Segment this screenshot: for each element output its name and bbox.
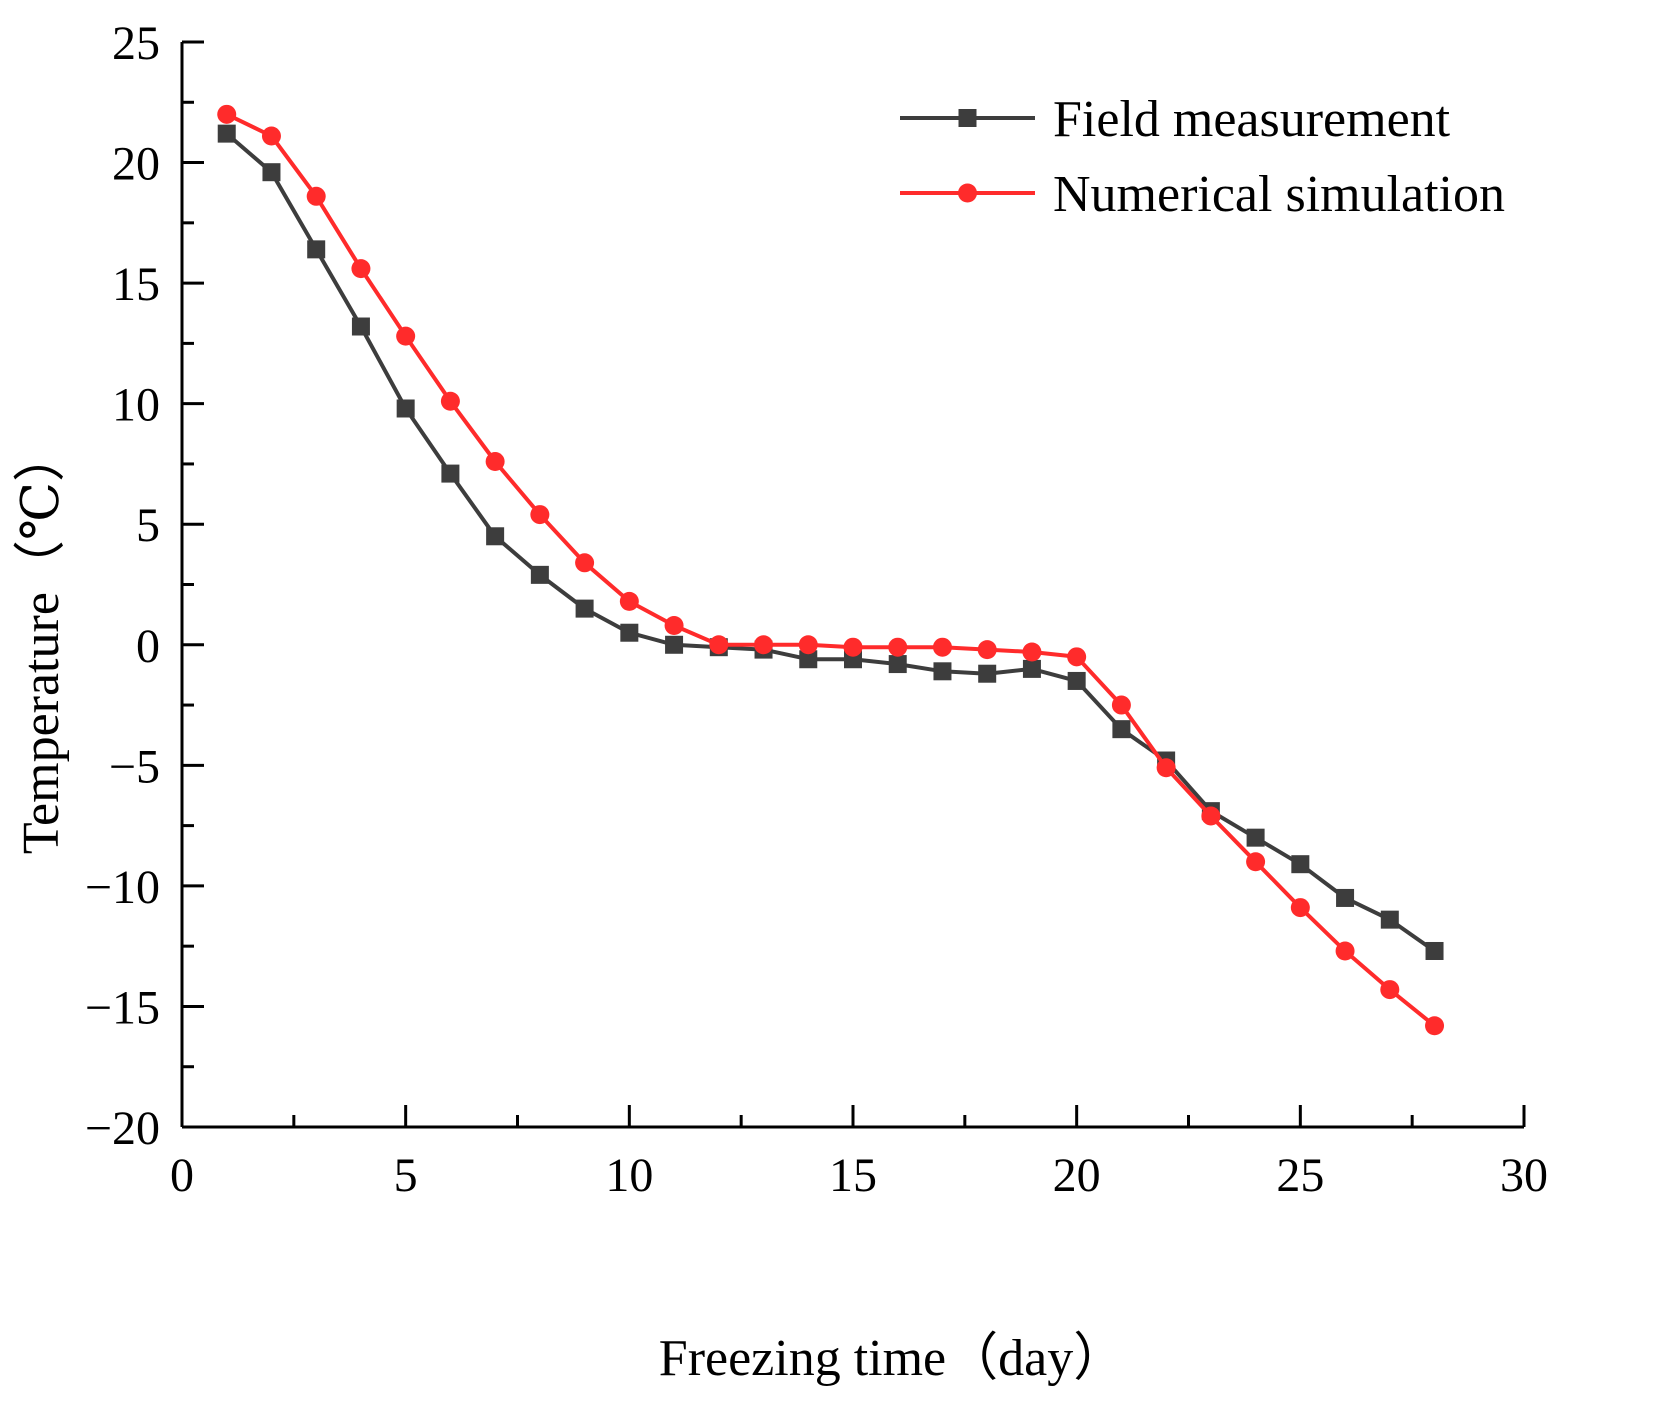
- data-point-circle: [440, 391, 460, 411]
- y-axis-title: Temperature（℃）: [13, 430, 70, 854]
- data-point-circle: [1290, 898, 1310, 918]
- data-point-circle: [709, 635, 729, 655]
- data-point-circle: [261, 126, 281, 146]
- y-tick-label: −5: [109, 740, 160, 793]
- data-point-square: [396, 399, 415, 418]
- data-point-circle: [396, 326, 416, 346]
- data-point-circle: [977, 640, 997, 660]
- data-point-square: [888, 655, 907, 674]
- y-tick-label: 10: [112, 379, 160, 432]
- data-point-circle: [217, 104, 237, 124]
- data-point-circle: [1246, 852, 1266, 872]
- legend-label: Numerical simulation: [1053, 166, 1505, 223]
- data-point-circle: [1335, 941, 1355, 961]
- y-tick-label: −15: [85, 981, 160, 1034]
- data-point-square: [441, 464, 460, 483]
- data-point-circle: [754, 635, 774, 655]
- data-point-square: [217, 124, 236, 143]
- data-point-circle: [1201, 806, 1221, 826]
- data-point-square: [1336, 888, 1355, 907]
- data-point-circle: [1022, 642, 1042, 662]
- data-point-circle: [1111, 695, 1131, 715]
- series-layer: [217, 104, 1445, 1036]
- data-point-circle: [619, 591, 639, 611]
- data-point-circle: [932, 637, 952, 657]
- data-point-circle: [530, 505, 550, 525]
- data-point-square: [262, 163, 281, 182]
- data-point-square: [799, 650, 818, 669]
- y-tick-label: 0: [136, 620, 160, 673]
- data-point-square: [486, 527, 505, 546]
- data-point-square: [1291, 855, 1310, 874]
- x-tick-label: 5: [394, 1149, 418, 1202]
- data-point-square: [530, 565, 549, 584]
- x-axis: 0 5 10 15 20 25 30: [170, 1105, 1548, 1202]
- x-tick-label: 0: [170, 1149, 194, 1202]
- legend-marker-square: [958, 109, 977, 127]
- x-tick-label: 25: [1276, 1149, 1324, 1202]
- data-point-circle: [1156, 758, 1176, 778]
- legend-item: Numerical simulation: [900, 166, 1505, 223]
- legend-label: Field measurement: [1053, 91, 1451, 148]
- data-point-square: [1022, 659, 1041, 678]
- data-point-circle: [485, 452, 505, 472]
- series-line: [225, 112, 1436, 1028]
- x-axis-title: Freezing time（day）: [659, 1330, 1125, 1387]
- data-point-square: [1112, 720, 1131, 739]
- data-point-circle: [1067, 647, 1087, 667]
- x-tick-label: 10: [605, 1149, 653, 1202]
- legend: Field measurement Numerical simulation: [900, 91, 1505, 223]
- data-point-circle: [351, 259, 371, 279]
- y-tick-label: −20: [85, 1102, 160, 1155]
- data-point-square: [665, 635, 684, 654]
- data-point-square: [1425, 941, 1444, 960]
- x-tick-label: 30: [1500, 1149, 1548, 1202]
- data-point-circle: [1425, 1016, 1445, 1036]
- data-point-square: [307, 240, 326, 259]
- x-tick-label: 15: [829, 1149, 877, 1202]
- legend-marker-circle: [958, 183, 977, 203]
- data-point-circle: [888, 637, 908, 657]
- y-tick-label: 15: [112, 258, 160, 311]
- data-point-square: [1067, 671, 1086, 690]
- data-point-square: [351, 317, 370, 336]
- y-tick-label: 20: [112, 138, 160, 191]
- series-field-measurement: [217, 124, 1444, 960]
- data-point-circle: [575, 553, 595, 573]
- series-numerical-simulation: [217, 104, 1445, 1036]
- y-tick-label: 25: [112, 17, 160, 70]
- y-tick-label: 5: [136, 499, 160, 552]
- data-point-square: [933, 662, 952, 681]
- data-point-circle: [306, 186, 326, 206]
- x-tick-label: 20: [1053, 1149, 1101, 1202]
- y-tick-label: −10: [85, 861, 160, 914]
- data-point-circle: [843, 637, 863, 657]
- data-point-circle: [664, 615, 684, 635]
- data-point-square: [620, 623, 639, 642]
- series-line: [225, 132, 1436, 953]
- y-axis: −20 −15 −10 −5 0 5 10 15 20 25: [85, 17, 204, 1155]
- data-point-circle: [1380, 980, 1400, 1000]
- legend-item: Field measurement: [900, 91, 1451, 148]
- data-point-circle: [798, 635, 818, 655]
- data-point-square: [1246, 828, 1265, 847]
- data-point-square: [978, 664, 997, 683]
- data-point-square: [575, 599, 594, 618]
- data-point-square: [1380, 910, 1399, 929]
